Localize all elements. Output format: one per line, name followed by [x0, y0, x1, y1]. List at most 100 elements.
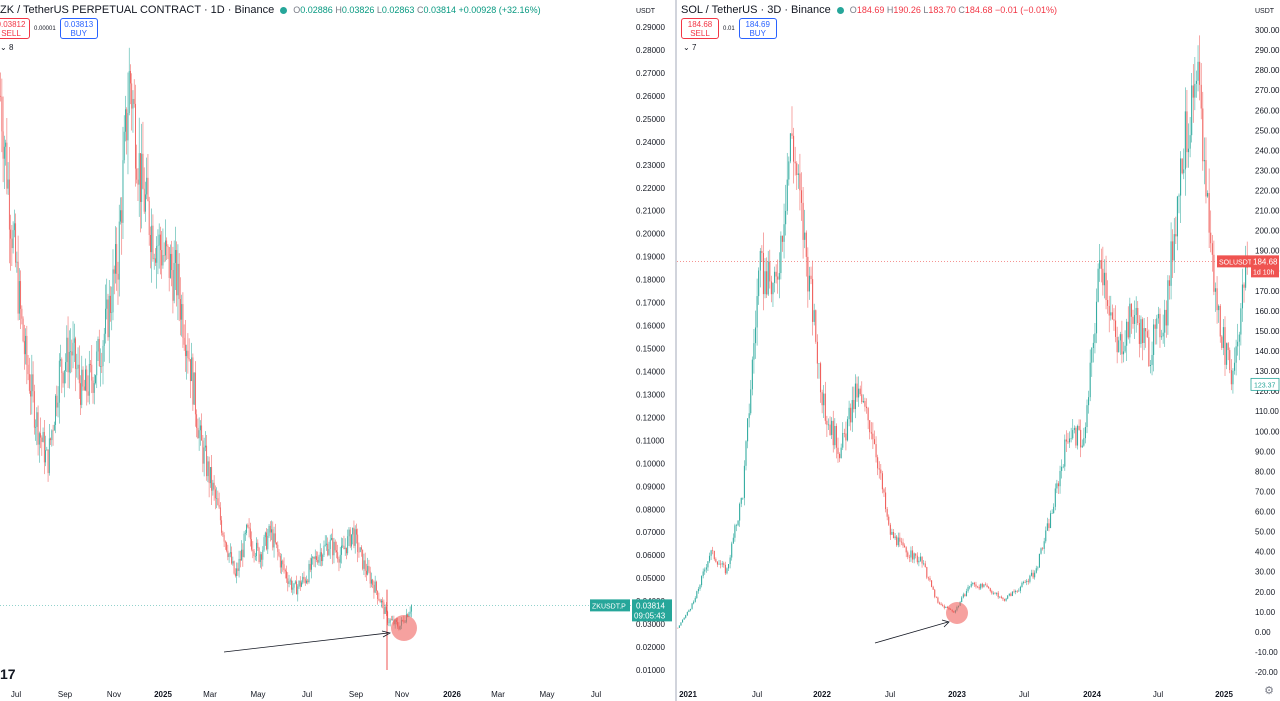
right-candle-body	[1107, 299, 1109, 306]
sol-symbol-title[interactable]: SOL / TetherUS · 3D · Binance	[681, 4, 831, 16]
zk-chart-canvas[interactable]: USDT 0.29000 0.28000 0.27000 0.26000 0.25000 0…	[0, 0, 675, 701]
zk-symbol-title[interactable]: ZK / TetherUS PERPETUAL CONTRACT · 1D · …	[0, 4, 275, 16]
left-candle-body	[121, 210, 123, 223]
sol-trade-box: 184.68 SELL 0.01 184.69 BUY	[681, 18, 777, 39]
right-candle-body	[1027, 580, 1029, 582]
left-candle-body	[299, 580, 301, 587]
gear-icon[interactable]: ⚙	[1264, 685, 1274, 697]
left-candle-body	[201, 425, 203, 441]
left-candle-body	[385, 607, 387, 612]
sol-buy-button[interactable]: 184.69 BUY	[738, 18, 777, 39]
left-candle-body	[286, 571, 287, 579]
right-candle-body	[991, 591, 993, 594]
left-candle-body	[374, 581, 376, 593]
right-candle-body	[1176, 196, 1178, 237]
left-candle-body	[127, 113, 129, 141]
left-candle-body	[272, 529, 274, 548]
left-candle-body	[110, 295, 111, 313]
zk-chart-panel[interactable]: USDT 0.29000 0.28000 0.27000 0.26000 0.25000 0…	[0, 0, 675, 701]
zk-last-price-tag	[632, 599, 672, 622]
left-candle-body	[226, 542, 228, 551]
sol-sell-button[interactable]: 184.68 SELL	[681, 18, 719, 39]
left-candle-body	[271, 529, 272, 533]
left-candle-body	[219, 507, 221, 521]
panel-divider[interactable]	[675, 0, 677, 701]
zk-buy-button[interactable]: 0.03813 BUY	[59, 18, 98, 39]
right-candle-body	[1154, 324, 1156, 329]
right-candle-body	[1026, 580, 1028, 583]
right-candle-body	[1088, 397, 1090, 406]
right-candle-body	[750, 389, 752, 414]
right-candle-body	[1214, 288, 1217, 292]
right-candle-body	[758, 270, 760, 297]
left-candle-body	[50, 438, 52, 441]
right-candle-body	[942, 605, 944, 606]
left-y-tick-label: 0.08000	[636, 505, 665, 514]
right-y-tick-label: 150.00	[1255, 327, 1280, 336]
right-candle-body	[712, 550, 714, 551]
left-candle-body	[154, 258, 156, 263]
left-candle-body	[293, 583, 295, 588]
sol-chart-panel[interactable]: USDT 300.00 290.00 280.00 270.00 260.00 250.00…	[677, 0, 1280, 701]
right-candle-body	[781, 235, 784, 242]
right-candle-body	[1153, 324, 1155, 355]
right-y-tick-label: 20.00	[1255, 588, 1276, 597]
right-candle-body	[1213, 254, 1215, 292]
left-candle-body	[174, 250, 176, 263]
left-candle-body	[269, 525, 271, 533]
zk-low: 0.02863	[381, 5, 415, 15]
right-candle-body	[984, 584, 987, 586]
right-candle-body	[1243, 284, 1245, 288]
right-candle-body	[1211, 243, 1213, 255]
right-candle-body	[1227, 343, 1229, 351]
right-y-tick-label: 10.00	[1255, 608, 1276, 617]
left-candle-body	[70, 351, 71, 353]
left-candle-body	[40, 433, 42, 438]
right-candle-body	[1218, 305, 1220, 311]
right-x-tick-label: Jul	[885, 690, 895, 699]
right-candle-body	[1110, 312, 1112, 316]
sol-indicators-toggle[interactable]: ⌄ 7	[683, 43, 696, 52]
sol-annotation-arrow	[874, 621, 949, 644]
right-candle-body	[729, 557, 731, 565]
right-candle-body	[1048, 523, 1050, 529]
right-candle-body	[1170, 241, 1172, 286]
left-candle-body	[111, 312, 113, 313]
zk-sell-label: SELL	[1, 28, 21, 38]
right-candle-body	[839, 453, 841, 459]
left-candle-body	[288, 581, 290, 584]
left-candle-body	[2, 131, 4, 159]
right-candle-body	[743, 465, 745, 498]
left-candle-body	[409, 611, 411, 614]
right-candle-body	[800, 190, 803, 203]
left-candle-body	[45, 450, 47, 463]
right-candle-body	[1132, 316, 1134, 324]
left-candle-body	[311, 558, 312, 570]
left-candle-body	[261, 554, 262, 560]
zk-close: 0.03814	[423, 5, 456, 15]
right-candle-body	[1105, 272, 1107, 300]
right-candle-body	[819, 363, 822, 393]
right-candle-body	[783, 224, 785, 242]
right-candle-body	[878, 468, 880, 470]
right-candle-body	[1197, 61, 1199, 81]
sol-close: 184.68	[964, 5, 993, 15]
sol-chart-canvas[interactable]: USDT 300.00 290.00 280.00 270.00 260.00 250.00…	[677, 0, 1280, 701]
right-candle-body	[764, 271, 766, 295]
zk-ticker-tag	[590, 599, 630, 612]
zk-highlight-circle	[391, 615, 417, 641]
left-candle-body	[131, 83, 133, 109]
right-y-tick-label: 70.00	[1255, 487, 1276, 496]
left-candle-body	[61, 359, 63, 374]
right-candle-body	[1046, 523, 1048, 531]
right-candle-body	[1180, 158, 1182, 196]
right-candle-body	[911, 550, 914, 560]
left-candle-body	[267, 535, 269, 550]
zk-sell-button[interactable]: 0.03812 SELL	[0, 18, 30, 39]
left-candle-body	[273, 533, 275, 548]
zk-indicators-toggle[interactable]: ⌄ 8	[0, 43, 13, 52]
left-y-tick-label: 0.20000	[636, 230, 665, 239]
right-candle-body	[699, 585, 701, 590]
left-candle-body	[294, 581, 296, 584]
right-candle-body	[1208, 193, 1210, 233]
